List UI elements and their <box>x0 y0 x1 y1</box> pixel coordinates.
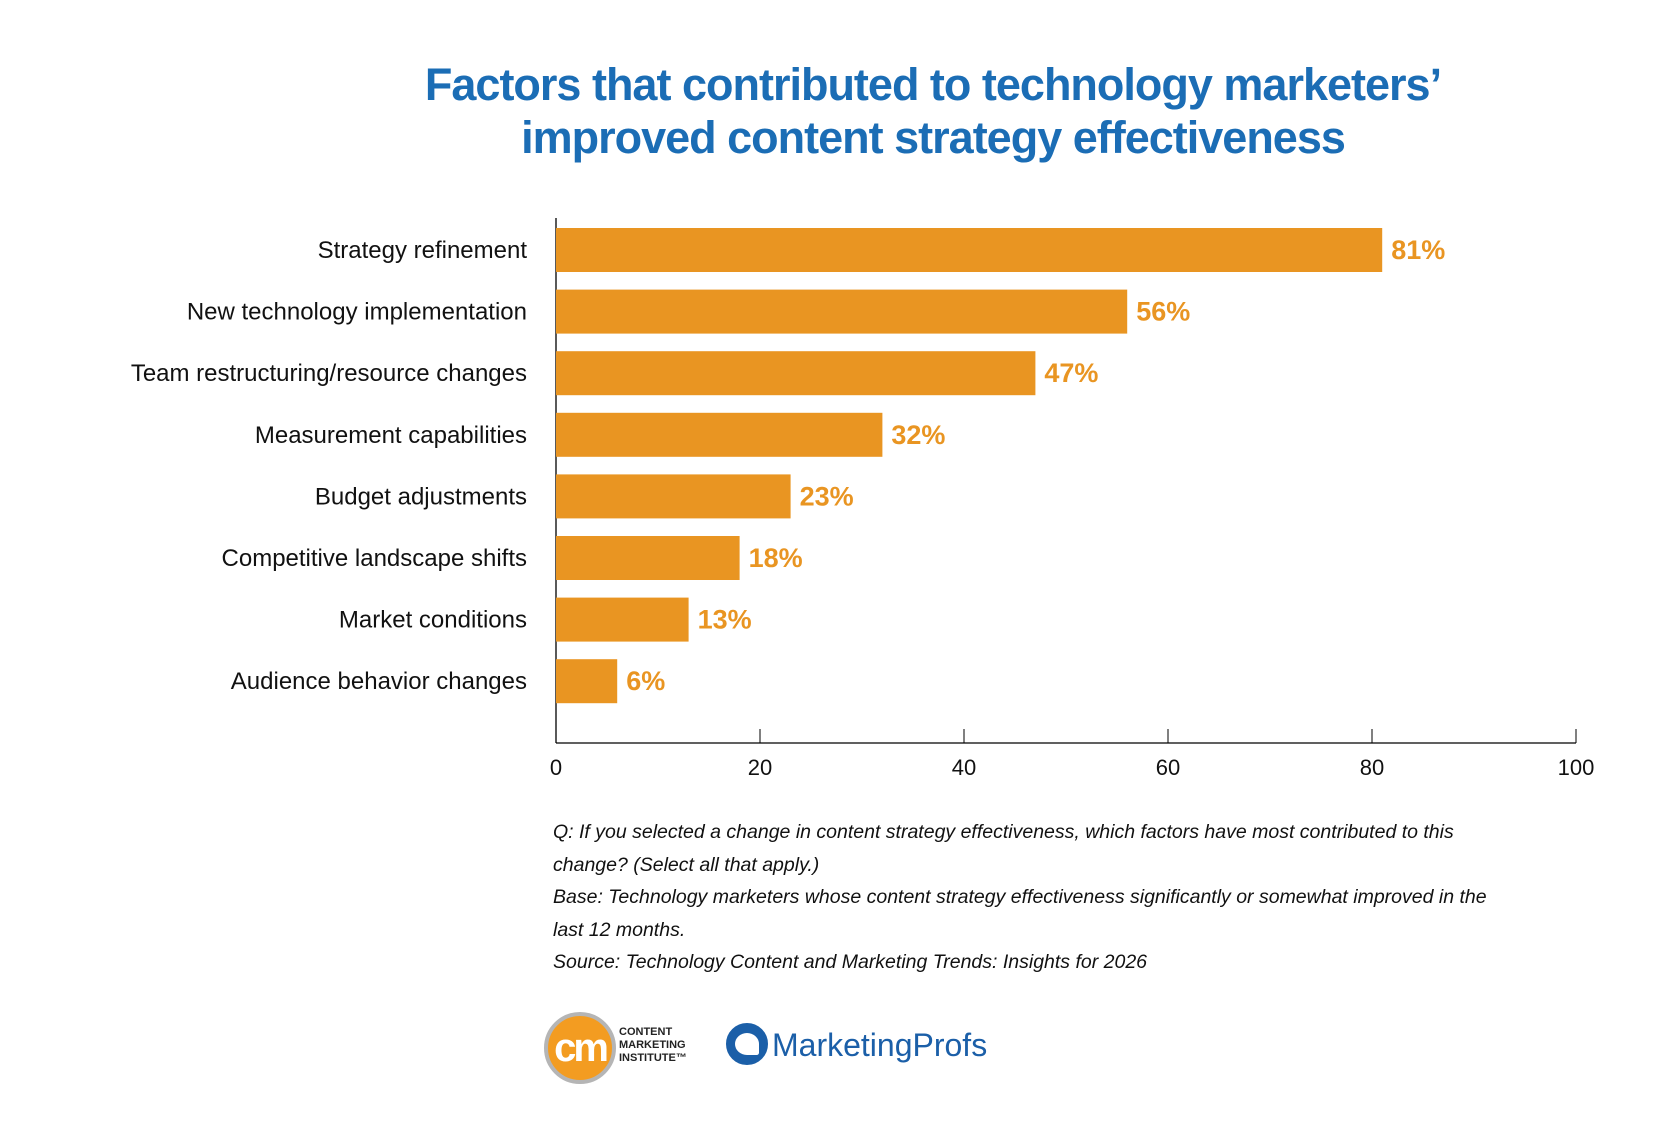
x-tick-label: 40 <box>952 755 976 780</box>
data-label: 81% <box>1391 235 1445 265</box>
bar <box>556 659 618 704</box>
x-tick-label: 20 <box>748 755 772 780</box>
data-label: 23% <box>800 481 854 511</box>
footnotes: Q: If you selected a change in content s… <box>553 816 1513 979</box>
bar <box>556 536 740 580</box>
title-line-1: Factors that contributed to technology m… <box>424 59 1442 110</box>
marketingprofs-logo-text: MarketingProfs <box>772 1027 988 1063</box>
bar-chart: Strategy refinement 81% New technology imp… <box>131 218 1595 780</box>
data-label: 18% <box>749 543 803 573</box>
data-label: 32% <box>891 420 945 450</box>
x-tick-label: 100 <box>1558 755 1595 780</box>
category-label: New technology implementation <box>187 299 527 326</box>
footnote-question: Q: If you selected a change in content s… <box>553 821 1454 876</box>
data-label: 56% <box>1136 297 1190 327</box>
data-label: 6% <box>626 666 665 696</box>
category-label: Competitive landscape shifts <box>222 545 527 572</box>
category-label: Team restructuring/resource changes <box>131 360 527 387</box>
bar <box>556 597 689 642</box>
chart-title: Factors that contributed to technology m… <box>300 58 1566 164</box>
x-tick-label: 80 <box>1360 755 1384 780</box>
category-label: Strategy refinement <box>318 237 528 264</box>
cmi-logo: cm <box>544 1012 616 1084</box>
data-label: 13% <box>698 605 752 635</box>
bar <box>556 289 1128 334</box>
x-tick-label: 0 <box>550 755 562 780</box>
title-line-2: improved content strategy effectiveness <box>521 112 1346 163</box>
category-label: Market conditions <box>339 607 527 634</box>
footnote-base: Base: Technology marketers whose content… <box>553 886 1487 941</box>
category-label: Audience behavior changes <box>231 668 527 695</box>
bar <box>556 351 1036 396</box>
cmi-logo-text: CONTENT MARKETING INSTITUTE™ <box>619 1026 687 1064</box>
marketingprofs-bird-icon <box>726 1023 768 1065</box>
x-tick-label: 60 <box>1156 755 1180 780</box>
category-label: Measurement capabilities <box>255 422 527 449</box>
bar <box>556 474 791 519</box>
data-label: 47% <box>1044 358 1098 388</box>
bar <box>556 412 883 457</box>
category-label: Budget adjustments <box>315 483 527 510</box>
bar <box>556 228 1383 272</box>
footnote-source: Source: Technology Content and Marketing… <box>553 951 1148 974</box>
